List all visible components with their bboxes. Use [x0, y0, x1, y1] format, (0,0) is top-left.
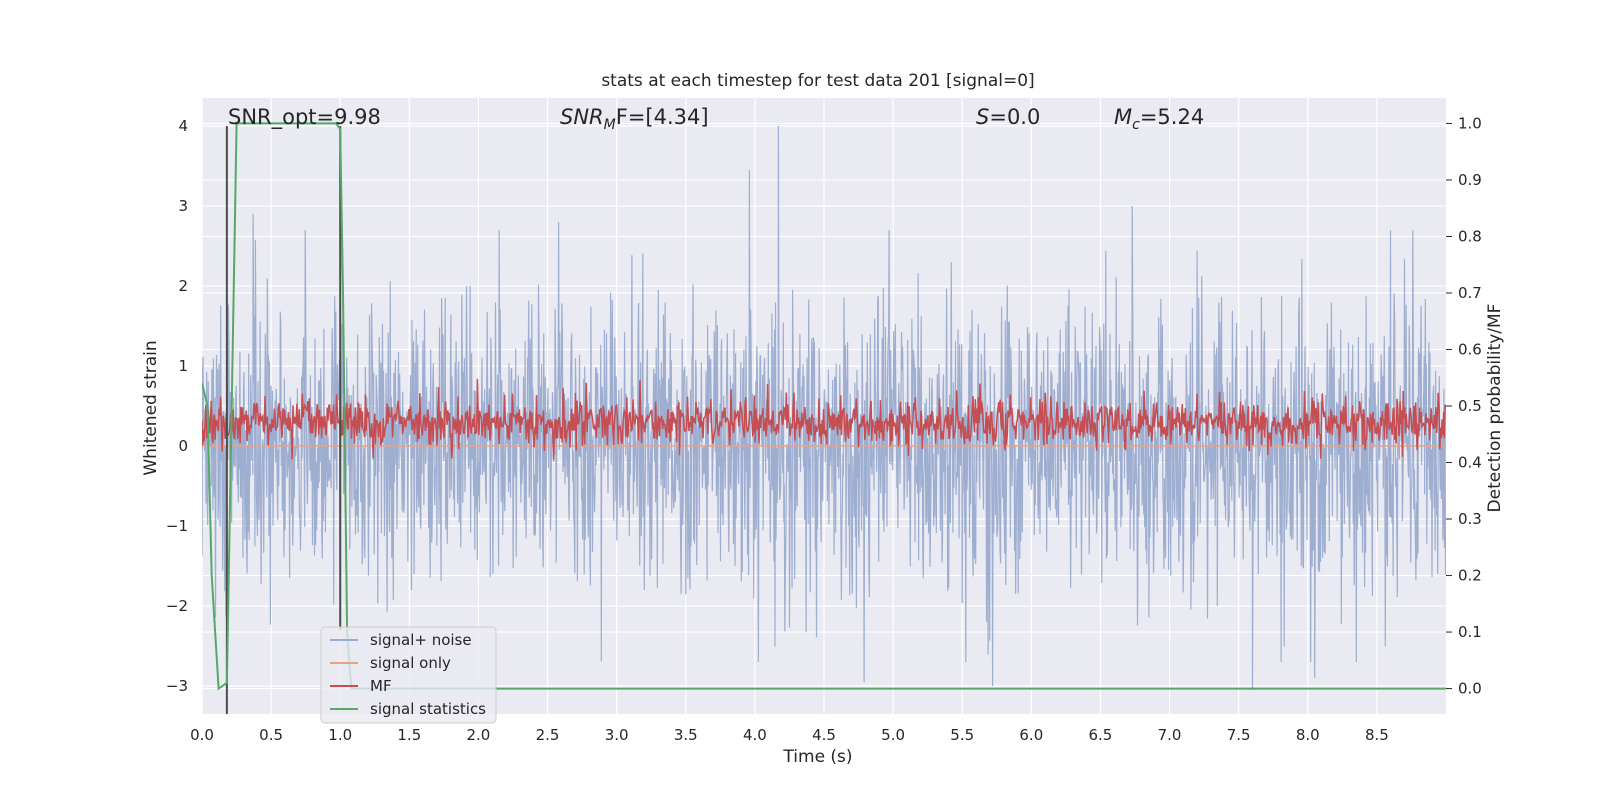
legend-label-signal-only: signal only [370, 654, 451, 672]
x-tick-label: 6.0 [1019, 726, 1043, 744]
x-tick-label: 6.5 [1089, 726, 1113, 744]
x-tick-label: 5.0 [881, 726, 905, 744]
x-tick-label: 3.5 [674, 726, 698, 744]
x-tick-label: 7.0 [1158, 726, 1182, 744]
y2-tick-label: 0.3 [1458, 510, 1482, 528]
x-tick-label: 7.5 [1227, 726, 1251, 744]
y2-tick-label: 0.2 [1458, 567, 1482, 585]
y2-tick-label: 0.0 [1458, 680, 1482, 698]
x-tick-label: 2.5 [536, 726, 560, 744]
x-tick-label: 2.0 [467, 726, 491, 744]
annotation-s: S=0.0 [976, 105, 1040, 129]
annotation-snr-mf-main: SNR [560, 105, 604, 129]
x-tick-label: 4.0 [743, 726, 767, 744]
y2-tick-label: 0.9 [1458, 171, 1482, 189]
chart-title: stats at each timestep for test data 201… [601, 71, 1034, 91]
x-tick-label: 1.0 [328, 726, 352, 744]
y2-tick-label: 0.5 [1458, 397, 1482, 415]
y-axis-label: Whitened strain [141, 340, 161, 475]
x-tick-label: 4.5 [812, 726, 836, 744]
y-tick-label: 0 [178, 437, 188, 455]
y-tick-label: −1 [166, 517, 188, 535]
y-tick-label: 2 [178, 277, 188, 295]
x-tick-label: 5.5 [950, 726, 974, 744]
annotation-mc: Mc=5.24 [1114, 105, 1204, 133]
x-tick-label: 1.5 [397, 726, 421, 744]
x-tick-label: 8.0 [1296, 726, 1320, 744]
y-tick-label: 1 [178, 357, 188, 375]
legend-label-signal-statistics: signal statistics [370, 700, 486, 718]
legend-label-signal-noise: signal+ noise [370, 631, 472, 649]
annotation-snr-opt: SNR_opt=9.98 [228, 105, 381, 130]
y2-tick-label: 0.8 [1458, 227, 1482, 245]
y2-tick-label: 0.6 [1458, 340, 1482, 358]
annotation-snr-mf-rest: F=[4.34] [616, 105, 709, 129]
annotation-s-rest: =0.0 [989, 105, 1040, 129]
annotation-snr-mf-sub: M [604, 117, 616, 133]
annotation-s-main: S [976, 105, 989, 129]
y2-tick-label: 1.0 [1458, 114, 1482, 132]
x-axis-label: Time (s) [782, 747, 852, 767]
y2-tick-label: 0.1 [1458, 623, 1482, 641]
y2-tick-label: 0.7 [1458, 284, 1482, 302]
y-tick-label: −2 [166, 597, 188, 615]
x-tick-label: 0.5 [259, 726, 283, 744]
legend: signal+ noise signal only MF signal stat… [320, 626, 497, 724]
series-signal-noise-line [202, 125, 1446, 691]
x-tick-label: 0.0 [190, 726, 214, 744]
series-mf-line [202, 378, 1446, 460]
annotation-mc-sub: c [1132, 117, 1140, 133]
annotation-mc-main: M [1114, 105, 1132, 129]
y-tick-label: 4 [178, 117, 188, 135]
legend-box [320, 626, 497, 724]
x-tick-label: 3.0 [605, 726, 629, 744]
annotation-mc-rest: =5.24 [1140, 105, 1204, 129]
annotation-snr-mf: SNRMF=[4.34] [560, 105, 709, 133]
x-tick-label: 8.5 [1365, 726, 1389, 744]
y2-axis-label: Detection probability/MF [1485, 304, 1505, 513]
legend-label-mf: MF [370, 677, 392, 695]
y2-tick-label: 0.4 [1458, 454, 1482, 472]
y-tick-label: 3 [178, 197, 188, 215]
y-tick-label: −3 [166, 677, 188, 695]
series-container [202, 122, 1446, 714]
